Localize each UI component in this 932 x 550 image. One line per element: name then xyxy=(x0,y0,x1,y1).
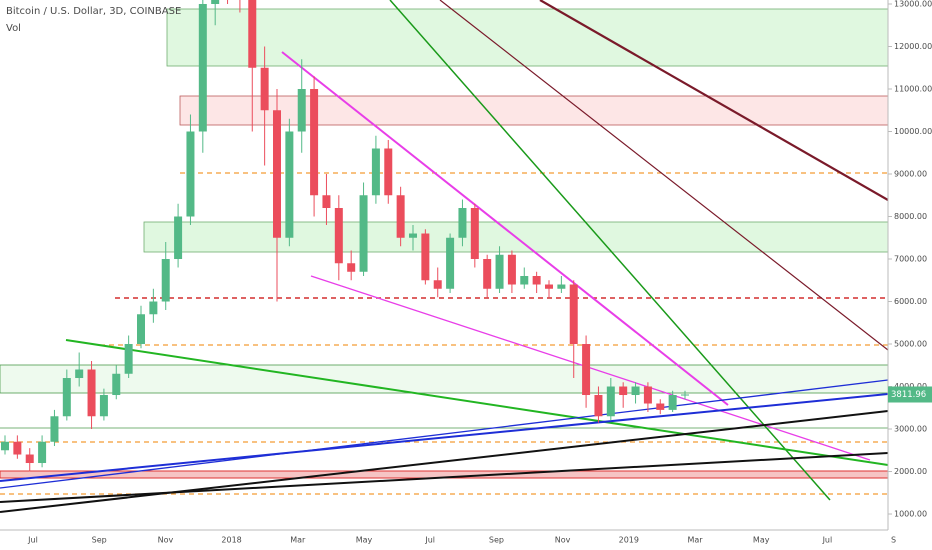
candle-body xyxy=(248,0,257,68)
candle-body xyxy=(594,395,603,417)
candle-body xyxy=(310,88,319,196)
x-tick-label: Nov xyxy=(158,536,174,545)
candle-body xyxy=(643,386,652,404)
candle-body xyxy=(545,284,553,289)
candle-body xyxy=(668,395,677,410)
candle-body xyxy=(470,208,479,260)
last-price-box xyxy=(888,386,932,403)
y-tick-label: 3000.00 xyxy=(894,425,927,434)
candle-body xyxy=(520,276,529,285)
candle-body xyxy=(297,88,306,132)
candle-body xyxy=(75,369,84,379)
candle-body xyxy=(25,454,34,464)
candle-body xyxy=(507,254,516,285)
candle-body xyxy=(285,131,294,238)
candle-body xyxy=(421,233,430,281)
candle-body xyxy=(260,67,269,111)
candle-body xyxy=(681,394,689,396)
x-tick-label: May xyxy=(356,536,373,545)
y-tick-label: 13000.00 xyxy=(894,0,932,8)
y-tick-label: 2000.00 xyxy=(894,467,927,476)
x-tick-label: Jul xyxy=(27,536,38,545)
x-tick-label: Jul xyxy=(822,536,833,545)
y-tick-label: 12000.00 xyxy=(894,42,932,51)
candle-body xyxy=(458,208,467,238)
candle-body xyxy=(409,233,417,238)
last-price-label: 3811.96 xyxy=(891,390,926,400)
candle-body xyxy=(334,208,343,264)
candle-body xyxy=(446,237,455,289)
y-tick-label: 11000.00 xyxy=(894,84,932,93)
candle-body xyxy=(359,195,368,272)
candle-body xyxy=(13,441,22,455)
candle-body xyxy=(99,395,108,417)
candle-body xyxy=(149,301,158,315)
candle-body xyxy=(483,259,492,289)
x-tick-label: 2018 xyxy=(221,536,241,545)
volume-label: Vol xyxy=(6,23,21,34)
candle-body xyxy=(211,0,220,4)
x-tick-label: Jul xyxy=(424,536,435,545)
candle-body xyxy=(384,148,393,196)
x-tick-label: Sep xyxy=(92,536,107,545)
candles xyxy=(1,0,689,472)
candle-body xyxy=(112,373,121,396)
candle-body xyxy=(495,254,504,289)
y-tick-label: 8000.00 xyxy=(894,212,927,221)
candle-body xyxy=(322,195,331,209)
x-tick-label: S xyxy=(891,536,896,545)
candle-body xyxy=(606,386,615,417)
candle-body xyxy=(137,314,145,345)
candle-body xyxy=(532,276,541,285)
y-tick-label: 7000.00 xyxy=(894,255,927,264)
candle-body xyxy=(582,344,591,396)
y-tick-label: 6000.00 xyxy=(894,297,927,306)
y-tick-label: 1000.00 xyxy=(894,510,927,519)
x-tick-label: Mar xyxy=(290,536,306,545)
candle-body xyxy=(1,441,9,451)
candle-body xyxy=(396,195,405,238)
candle-body xyxy=(656,403,665,410)
candle-body xyxy=(557,284,566,289)
candle-body xyxy=(174,216,183,260)
x-tick-label: Nov xyxy=(555,536,571,545)
drawings xyxy=(0,0,888,513)
chart-title: Bitcoin / U.S. Dollar, 3D, COINBASE xyxy=(6,6,181,17)
x-tick-label: May xyxy=(753,536,770,545)
candle-body xyxy=(50,416,59,442)
x-tick-label: Sep xyxy=(489,536,504,545)
y-tick-label: 10000.00 xyxy=(894,127,932,136)
y-tick-label: 9000.00 xyxy=(894,170,927,179)
candle-body xyxy=(186,131,195,217)
candle-body xyxy=(569,284,578,345)
y-tick-label: 5000.00 xyxy=(894,340,927,349)
candle-body xyxy=(198,3,207,132)
candle-body xyxy=(38,441,47,464)
candle-body xyxy=(273,110,281,238)
x-tick-label: Mar xyxy=(687,536,703,545)
candle-body xyxy=(87,369,96,417)
candle-body xyxy=(619,386,628,396)
candle-body xyxy=(433,280,442,289)
candle-body xyxy=(124,344,133,374)
candle-body xyxy=(347,263,356,272)
candle-body xyxy=(631,386,640,396)
candle-body xyxy=(62,378,71,417)
x-tick-label: 2019 xyxy=(619,536,639,545)
candle-body xyxy=(161,259,170,302)
candle-body xyxy=(371,148,380,196)
